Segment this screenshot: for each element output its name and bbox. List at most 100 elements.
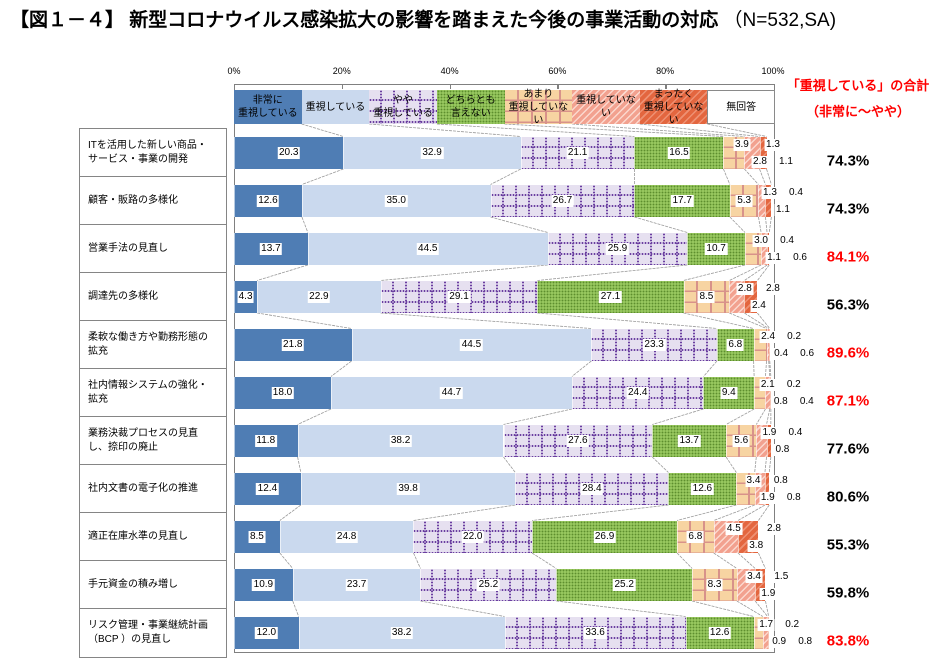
bar-segment-somewhat-important bbox=[420, 568, 557, 601]
data-label: 35.0 bbox=[385, 194, 408, 207]
legend-item-not-at-all-important: まったく 重視していない bbox=[639, 89, 708, 126]
data-label: 1.9 bbox=[760, 426, 778, 439]
data-label: 21.1 bbox=[566, 146, 589, 159]
bar-row bbox=[234, 136, 779, 169]
category-label-text: 適正在庫水準の見直し bbox=[88, 530, 188, 542]
bar-segment-neutral bbox=[685, 616, 754, 649]
category-label-text: 営業手法の見直し bbox=[88, 242, 168, 254]
data-label: 3.8 bbox=[747, 539, 765, 552]
total-value: 84.1% bbox=[826, 248, 870, 266]
data-label: 1.1 bbox=[774, 203, 792, 216]
legend-label: 重視していない bbox=[576, 95, 636, 119]
data-label: 1.1 bbox=[777, 155, 795, 168]
bar-segment-not-important bbox=[766, 328, 769, 361]
x-tick-label: 40% bbox=[440, 66, 459, 76]
data-label: 0.8 bbox=[785, 491, 803, 504]
data-label: 5.6 bbox=[732, 434, 750, 447]
data-label: 24.4 bbox=[626, 386, 649, 399]
bar-segment-not-at-all-important bbox=[769, 376, 771, 409]
data-label: 10.7 bbox=[704, 242, 728, 255]
category-label-text: 調達先の多様化 bbox=[88, 290, 158, 302]
legend-label: あまり 重視していない bbox=[508, 88, 569, 126]
bar-segment-somewhat-important bbox=[591, 328, 717, 361]
bar-segment-no-answer bbox=[769, 328, 773, 361]
data-label: 32.9 bbox=[420, 146, 444, 159]
data-label: 18.0 bbox=[271, 386, 294, 399]
bar-row bbox=[234, 328, 779, 361]
legend-item-not-very-important: あまり 重視していない bbox=[504, 88, 573, 126]
summary-subheader: （非常に～やや） bbox=[805, 104, 910, 119]
category-label: 営業手法の見直し bbox=[79, 224, 227, 274]
data-label: 6.8 bbox=[726, 338, 744, 351]
bar-segment-somewhat-important bbox=[380, 280, 538, 313]
bar-segment-not-at-all-important bbox=[768, 328, 770, 361]
data-label: 1.7 bbox=[757, 618, 775, 631]
data-label: 12.6 bbox=[691, 482, 714, 495]
plot-area bbox=[234, 84, 775, 653]
data-label: 9.4 bbox=[720, 386, 738, 399]
category-label: 柔軟な働き方や勤務形態の 拡充 bbox=[79, 320, 227, 370]
data-label: 0.8 bbox=[773, 443, 791, 456]
bar-segment-no-answer bbox=[768, 616, 773, 649]
category-label: 社内情報システムの強化・ 拡充 bbox=[79, 368, 227, 418]
data-label: 29.1 bbox=[447, 290, 471, 303]
bar-segment-not-important bbox=[754, 472, 765, 505]
category-label-text: 手元資金の積み増し bbox=[88, 578, 178, 590]
category-label: ITを活用した新しい商品・ サービス・事業の開発 bbox=[79, 128, 227, 178]
data-label: 4.5 bbox=[725, 522, 743, 535]
legend-label: 無回答 bbox=[726, 101, 757, 113]
total-value: 80.6% bbox=[826, 488, 870, 506]
total-value: 77.6% bbox=[826, 440, 870, 458]
bar-segment-not-important bbox=[756, 424, 767, 457]
data-label: 25.2 bbox=[613, 578, 636, 591]
bar-segment-no-answer bbox=[765, 568, 774, 601]
bar-segment-not-at-all-important bbox=[764, 472, 770, 505]
total-value: 56.3% bbox=[826, 296, 870, 314]
category-label: 業務決裁プロセスの見直 し、捺印の廃止 bbox=[79, 416, 227, 466]
legend-item-no-answer: 無回答 bbox=[707, 90, 775, 124]
category-label: 手元資金の積み増し bbox=[79, 560, 227, 610]
data-label: 2.8 bbox=[764, 282, 782, 295]
data-label: 0.4 bbox=[778, 234, 796, 247]
data-label: 39.8 bbox=[396, 482, 420, 495]
title-main: 【図１－４】 新型コロナウイルス感染拡大の影響を踏まえた今後の事業活動の対応 bbox=[10, 10, 719, 31]
data-label: 22.9 bbox=[307, 290, 331, 303]
data-label: 44.5 bbox=[416, 242, 439, 255]
data-label: 0.9 bbox=[770, 635, 788, 648]
data-label: 38.2 bbox=[389, 434, 412, 447]
data-label: 8.3 bbox=[706, 578, 723, 591]
category-label-text: 社内文書の電子化の推進 bbox=[88, 482, 198, 494]
bar-segment-no-answer bbox=[771, 184, 774, 217]
total-value: 87.1% bbox=[826, 392, 870, 410]
data-label: 1.1 bbox=[765, 251, 783, 264]
bar-segment-not-important bbox=[762, 616, 768, 649]
bar-segment-not-at-all-important bbox=[767, 616, 769, 649]
data-label: 1.9 bbox=[759, 587, 777, 600]
x-tick-mark bbox=[557, 84, 559, 89]
category-label-text: 顧客・販路の多様化 bbox=[88, 194, 178, 206]
bar-segment-not-at-all-important bbox=[755, 568, 766, 601]
total-value: 74.3% bbox=[826, 200, 870, 218]
x-tick-label: 80% bbox=[656, 66, 675, 76]
data-label: 21.8 bbox=[281, 338, 304, 351]
total-value: 59.8% bbox=[826, 584, 870, 602]
data-label: 16.5 bbox=[667, 146, 691, 159]
x-tick-mark bbox=[665, 84, 667, 89]
data-label: 26.7 bbox=[551, 194, 574, 207]
data-label: 1.9 bbox=[759, 491, 777, 504]
data-label: 0.4 bbox=[772, 347, 790, 360]
data-label: 10.9 bbox=[252, 578, 275, 591]
data-label: 1.5 bbox=[772, 570, 790, 583]
data-label: 0.8 bbox=[796, 635, 814, 648]
legend-item-not-important: 重視していない bbox=[572, 90, 640, 124]
data-label: 4.3 bbox=[237, 290, 255, 303]
bar-segment-not-at-all-important bbox=[765, 184, 772, 217]
data-label: 44.7 bbox=[440, 386, 463, 399]
category-label-text: 業務決裁プロセスの見直 し、捺印の廃止 bbox=[88, 427, 198, 453]
bar-segment-no-answer bbox=[769, 232, 773, 265]
data-label: 2.8 bbox=[765, 522, 783, 535]
bar-row bbox=[234, 616, 779, 649]
data-label: 12.6 bbox=[256, 194, 280, 207]
data-label: 17.7 bbox=[670, 194, 694, 207]
